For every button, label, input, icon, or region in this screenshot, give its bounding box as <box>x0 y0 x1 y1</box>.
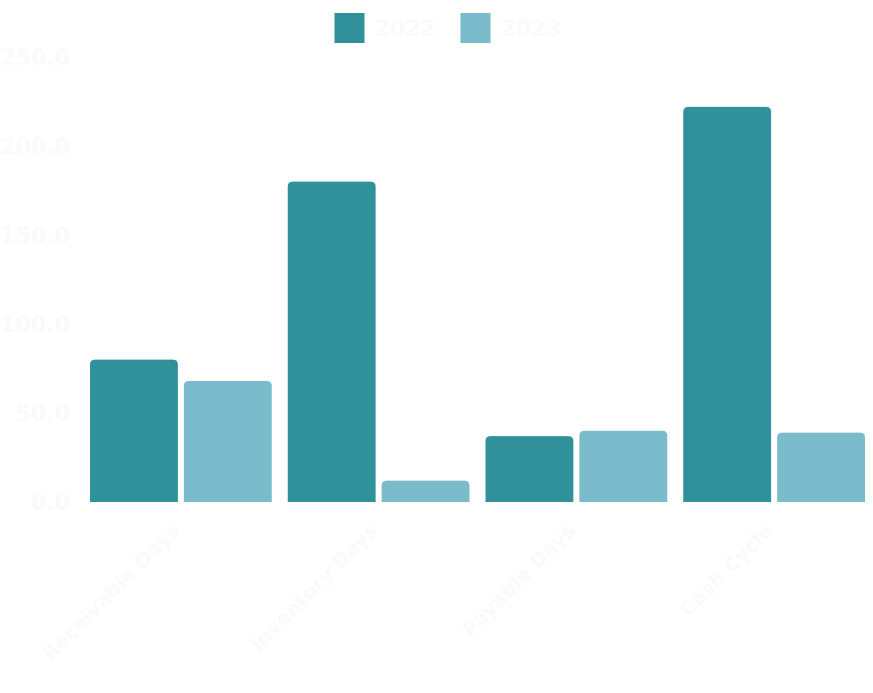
legend-label-2022[interactable]: 2022 <box>375 17 436 42</box>
y-axis: 0.0 50.0 100.0 150.0 200.0 250.0 <box>0 46 70 516</box>
bar-2022-inventory-days[interactable] <box>287 181 376 502</box>
x-axis: Receivable Days Inventory Days Payable Day… <box>37 519 777 666</box>
y-tick-label: 200.0 <box>0 135 70 160</box>
y-tick-label: 0.0 <box>31 491 70 516</box>
bars <box>90 106 865 502</box>
y-tick-label: 250.0 <box>0 46 70 71</box>
bar-2023-payable-days[interactable] <box>579 430 668 502</box>
bar-2023-inventory-days[interactable] <box>381 480 470 502</box>
bar-2023-receivable-days[interactable] <box>183 380 272 502</box>
x-category-label: Inventory Days <box>245 519 382 656</box>
y-tick-label: 150.0 <box>0 224 70 249</box>
legend: 2022 2023 <box>334 13 562 43</box>
x-category-label: Payable Days <box>457 519 580 642</box>
y-tick-label: 100.0 <box>0 313 70 338</box>
bar-2023-cash-cycle[interactable] <box>777 432 865 502</box>
legend-label-2023[interactable]: 2023 <box>501 17 562 42</box>
x-category-label: Cash Cycle <box>675 519 778 622</box>
bar-2022-receivable-days[interactable] <box>90 359 178 502</box>
bar-2022-cash-cycle[interactable] <box>683 106 772 502</box>
y-tick-label: 50.0 <box>16 402 70 427</box>
legend-swatch-2023[interactable] <box>460 13 491 43</box>
bar-2022-payable-days[interactable] <box>485 436 574 502</box>
legend-swatch-2022[interactable] <box>334 13 365 43</box>
x-category-label: Receivable Days <box>37 519 184 666</box>
